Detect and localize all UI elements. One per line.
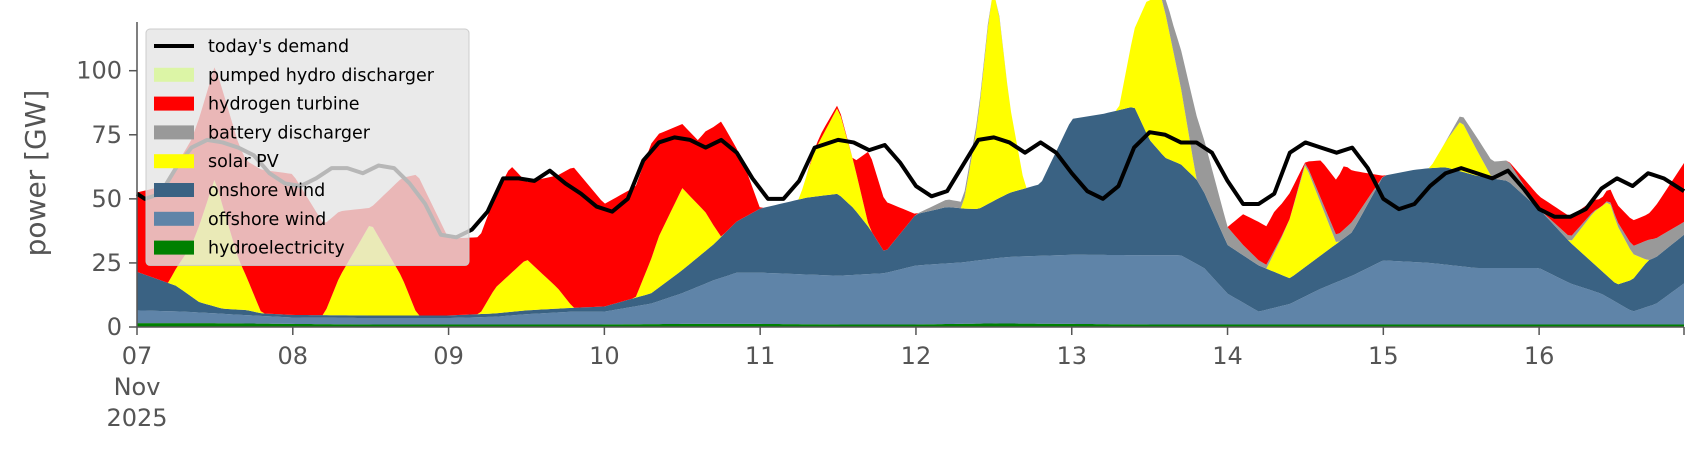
legend-swatch-offshore-wind: [154, 211, 194, 226]
x-tick-label: 14: [1212, 342, 1243, 370]
area-solar-pv: [137, 0, 1684, 316]
legend-label-solar-pv: solar PV: [208, 152, 279, 172]
y-tick-label: 75: [91, 121, 122, 149]
x-tick-label: 10: [589, 342, 620, 370]
x-tick-label: 07: [122, 342, 153, 370]
legend-swatch-hydrogen-turbine: [154, 96, 194, 111]
area-onshore-wind: [137, 107, 1684, 319]
legend-label-hydrogen-turbine: hydrogen turbine: [208, 95, 360, 115]
legend-label-onshore-wind: onshore wind: [208, 181, 325, 201]
x-tick-label: 08: [278, 342, 309, 370]
legend-swatch-onshore-wind: [154, 183, 194, 197]
x-tick-label: 16: [1524, 342, 1555, 370]
y-axis-title: power [GW]: [19, 90, 52, 257]
area-layers: [137, 0, 1684, 327]
x-tick-label: 15: [1368, 342, 1399, 370]
axes: [136, 22, 1684, 328]
legend-box: [145, 28, 470, 266]
x-tick-label: 09: [433, 342, 464, 370]
legend: today's demand pumped hydro discharger hyd…: [145, 28, 470, 266]
area-hydrogen-turbine: [137, 0, 1684, 316]
x-tick-label: Nov: [114, 373, 161, 401]
y-tick-label: 50: [91, 185, 122, 213]
legend-label-pumped-hydro-discharger: pumped hydro discharger: [208, 66, 435, 86]
x-tick-label: 2025: [106, 404, 167, 432]
legend-swatch-solar-pv: [154, 154, 194, 169]
legend-label-battery-discharger: battery discharger: [208, 123, 371, 143]
x-ticks: 07 Nov 2025 08 09 10 11 12 13 14 15 16: [106, 327, 1685, 432]
x-tick-label: 13: [1056, 342, 1087, 370]
area-offshore-wind: [137, 254, 1684, 325]
legend-swatch-pumped-hydro-discharger: [154, 67, 194, 82]
legend-label-today-s-demand: today's demand: [208, 37, 349, 57]
x-tick-label: 12: [901, 342, 932, 370]
y-tick-label: 0: [107, 313, 122, 341]
legend-swatch-hydroelectricity: [154, 240, 194, 255]
y-tick-label: 25: [91, 249, 122, 277]
y-tick-label: 100: [76, 57, 122, 85]
legend-swatch-battery-discharger: [154, 125, 194, 140]
y-ticks: 0 25 50 75 100: [76, 57, 137, 341]
area-hydroelectricity: [137, 323, 1684, 327]
legend-label-offshore-wind: offshore wind: [208, 210, 326, 230]
x-tick-label: 11: [745, 342, 776, 370]
legend-label-hydroelectricity: hydroelectricity: [208, 239, 345, 259]
